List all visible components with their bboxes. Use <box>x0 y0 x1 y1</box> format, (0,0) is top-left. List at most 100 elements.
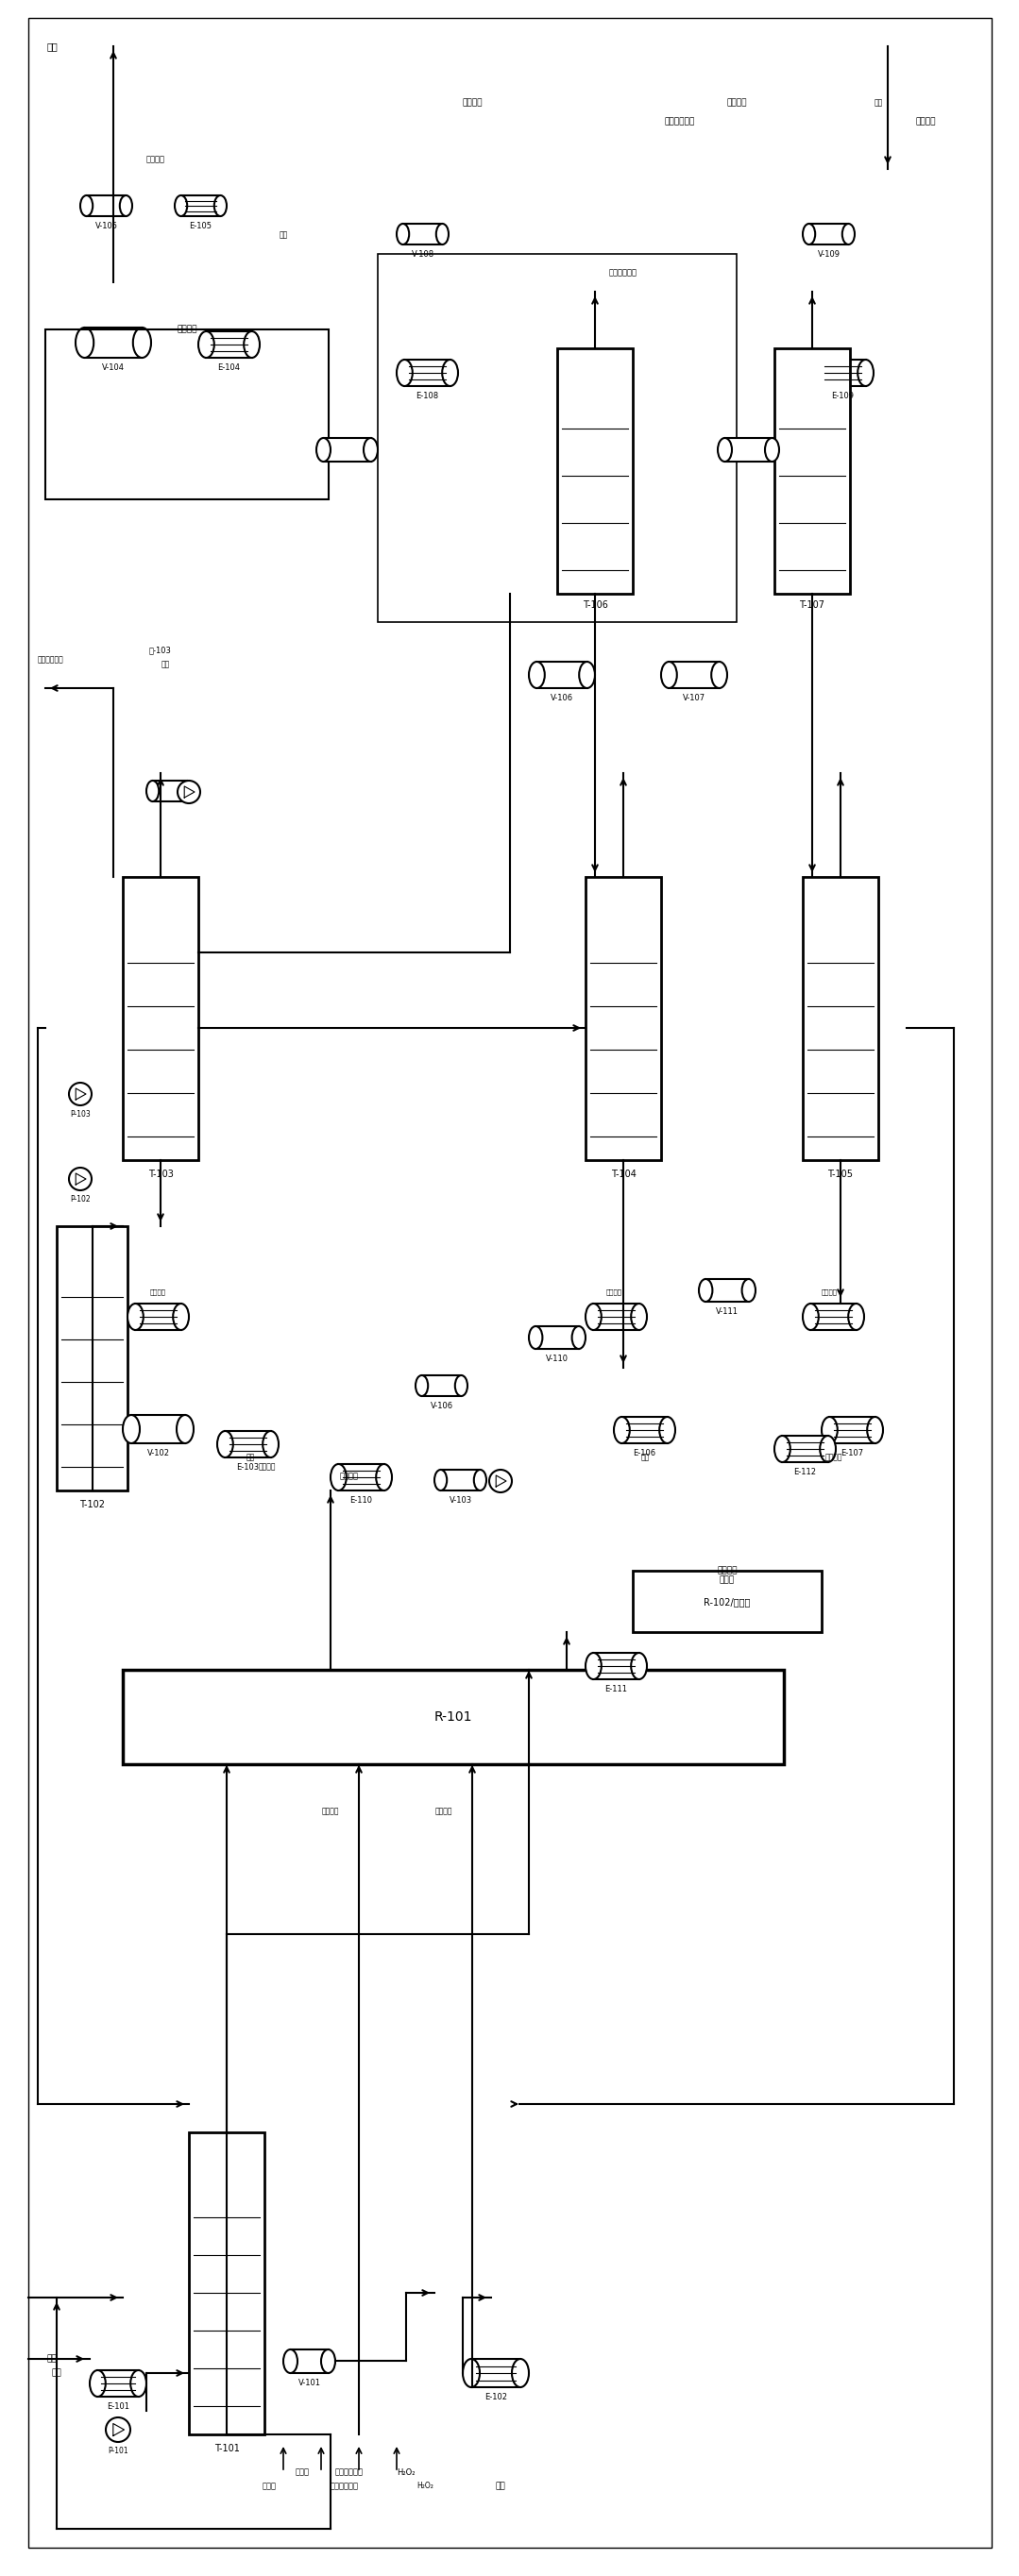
Text: 低压蒸汽: 低压蒸汽 <box>147 155 165 165</box>
Bar <box>405 361 450 386</box>
Text: 氧化蒸汽: 氧化蒸汽 <box>322 1808 339 1816</box>
Circle shape <box>177 781 200 804</box>
Ellipse shape <box>711 662 728 688</box>
Ellipse shape <box>848 1303 864 1329</box>
Ellipse shape <box>434 1471 447 1492</box>
Bar <box>122 1669 784 1765</box>
Ellipse shape <box>283 2349 298 2372</box>
Ellipse shape <box>173 1303 189 1329</box>
Text: 催化氧化
反应器: 催化氧化 反应器 <box>717 1566 738 1584</box>
Ellipse shape <box>613 1417 630 1443</box>
Ellipse shape <box>330 1463 346 1492</box>
Text: 环氧丙烷: 环氧丙烷 <box>915 118 935 126</box>
Ellipse shape <box>659 1417 676 1443</box>
Ellipse shape <box>263 1432 278 1458</box>
Bar <box>98 2370 139 2396</box>
Text: P-102: P-102 <box>70 1195 91 1203</box>
Text: 低压蒸汽: 低压蒸汽 <box>821 1288 838 1296</box>
Text: P-103: P-103 <box>70 1110 91 1118</box>
Bar <box>189 2133 264 2434</box>
Bar <box>557 348 633 592</box>
Text: V-110: V-110 <box>546 1355 569 1363</box>
Bar <box>471 2360 521 2388</box>
Text: E-110: E-110 <box>350 1497 373 1504</box>
Ellipse shape <box>742 1280 755 1301</box>
Bar <box>537 662 587 688</box>
Ellipse shape <box>217 1432 233 1458</box>
Text: 丙烷: 丙烷 <box>47 41 57 52</box>
Ellipse shape <box>130 2370 147 2396</box>
Bar <box>774 348 850 592</box>
Ellipse shape <box>396 361 413 386</box>
Text: 低压蒸汽: 低压蒸汽 <box>259 1463 276 1471</box>
Ellipse shape <box>463 2360 480 2388</box>
Text: 疏水: 疏水 <box>161 659 169 670</box>
Text: V-109: V-109 <box>817 250 840 258</box>
Text: V-104: V-104 <box>102 363 124 371</box>
Ellipse shape <box>122 1414 140 1443</box>
Ellipse shape <box>631 1303 647 1329</box>
Ellipse shape <box>765 438 780 461</box>
Bar <box>809 224 849 245</box>
Ellipse shape <box>199 332 214 358</box>
Bar <box>622 1417 667 1443</box>
Ellipse shape <box>572 1327 586 1350</box>
Text: 环氧丙烷: 环氧丙烷 <box>462 98 482 108</box>
Text: E-106: E-106 <box>633 1448 656 1458</box>
Ellipse shape <box>442 361 458 386</box>
Text: T-105: T-105 <box>827 1170 853 1180</box>
Bar <box>122 876 199 1159</box>
Ellipse shape <box>717 438 732 461</box>
Ellipse shape <box>376 1463 392 1492</box>
Ellipse shape <box>214 196 226 216</box>
Bar <box>87 196 126 216</box>
Ellipse shape <box>176 1414 194 1443</box>
Ellipse shape <box>90 2370 106 2396</box>
Ellipse shape <box>774 1435 791 1463</box>
Bar <box>338 1463 384 1492</box>
Text: T-102: T-102 <box>79 1499 105 1510</box>
Ellipse shape <box>631 1654 647 1680</box>
Text: E-102: E-102 <box>484 2393 507 2401</box>
Bar <box>181 196 220 216</box>
Ellipse shape <box>316 438 330 461</box>
Circle shape <box>489 1471 512 1492</box>
Bar <box>85 327 142 358</box>
Bar <box>811 1303 856 1329</box>
Text: E-111: E-111 <box>605 1685 628 1692</box>
Ellipse shape <box>127 1303 144 1329</box>
Bar <box>403 224 442 245</box>
Ellipse shape <box>820 1435 836 1463</box>
Ellipse shape <box>812 361 828 386</box>
Ellipse shape <box>396 224 409 245</box>
Ellipse shape <box>699 1280 712 1301</box>
Ellipse shape <box>821 1417 838 1443</box>
Text: E-103: E-103 <box>236 1463 259 1471</box>
Text: E-104: E-104 <box>218 363 240 371</box>
Ellipse shape <box>321 2349 335 2372</box>
Text: E-112: E-112 <box>794 1468 816 1476</box>
Bar <box>705 1280 749 1301</box>
Bar <box>136 1303 181 1329</box>
Bar <box>131 1414 185 1443</box>
Text: 环氧丙烷产品: 环氧丙烷产品 <box>609 268 638 278</box>
Bar <box>593 1303 639 1329</box>
Bar <box>725 438 772 461</box>
Bar <box>378 255 737 621</box>
Text: V-106: V-106 <box>550 693 574 703</box>
Ellipse shape <box>174 196 187 216</box>
Text: 丙烯: 丙烯 <box>52 2370 62 2378</box>
Bar <box>783 1435 827 1463</box>
Ellipse shape <box>661 662 677 688</box>
Ellipse shape <box>529 662 545 688</box>
Text: H₂O₂: H₂O₂ <box>396 2468 416 2476</box>
Text: V-107: V-107 <box>683 693 705 703</box>
Bar <box>206 332 252 358</box>
Text: 疏水: 疏水 <box>279 232 287 240</box>
Circle shape <box>69 1082 92 1105</box>
Text: E-107: E-107 <box>841 1448 864 1458</box>
Bar <box>820 361 865 386</box>
Text: 低压蒸汽: 低压蒸汽 <box>150 1288 166 1296</box>
Text: V-103: V-103 <box>449 1497 472 1504</box>
Text: 疏水: 疏水 <box>246 1453 255 1461</box>
